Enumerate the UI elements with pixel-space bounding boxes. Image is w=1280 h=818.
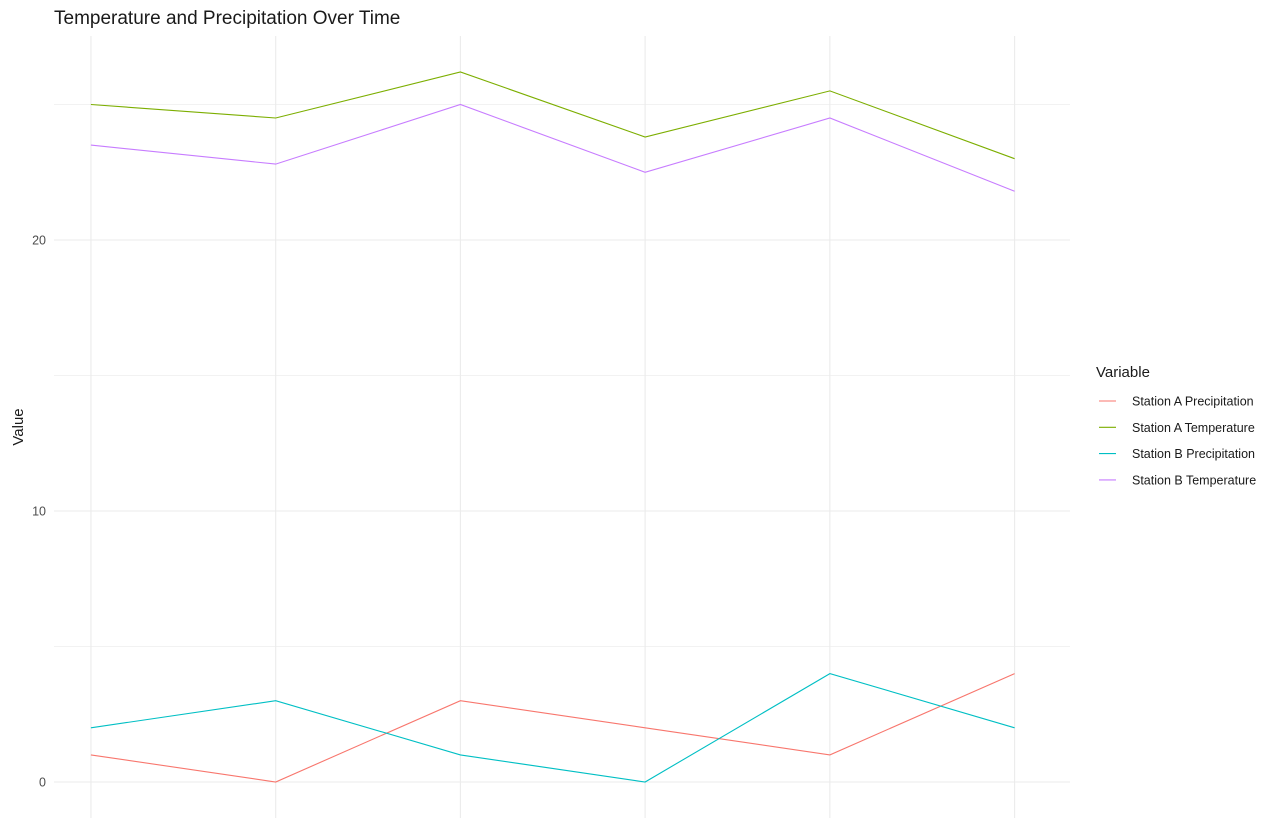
legend-label: Station B Temperature [1132, 473, 1256, 487]
legend-label: Station A Temperature [1132, 421, 1255, 435]
legend-label: Station B Precipitation [1132, 447, 1255, 461]
series-lines [90, 71, 1015, 783]
y-tick-label: 0 [39, 776, 46, 790]
series-line [90, 673, 1015, 783]
y-axis-ticks: 0 10 20 [32, 234, 46, 790]
legend-title: Variable [1096, 364, 1150, 381]
y-axis-title: Value [10, 408, 27, 445]
series-line [90, 673, 1015, 783]
series-line [90, 71, 1015, 160]
legend: Variable Station A PrecipitationStation … [1096, 364, 1256, 487]
legend-label: Station A Precipitation [1132, 395, 1254, 409]
series-line [90, 103, 1015, 192]
legend-items: Station A Precipitation Station A Tempera… [1099, 395, 1256, 487]
y-tick-label: 20 [32, 234, 46, 248]
grid [54, 36, 1070, 818]
y-tick-label: 10 [32, 505, 46, 519]
chart-title: Temperature and Precipitation Over Time [54, 8, 400, 29]
